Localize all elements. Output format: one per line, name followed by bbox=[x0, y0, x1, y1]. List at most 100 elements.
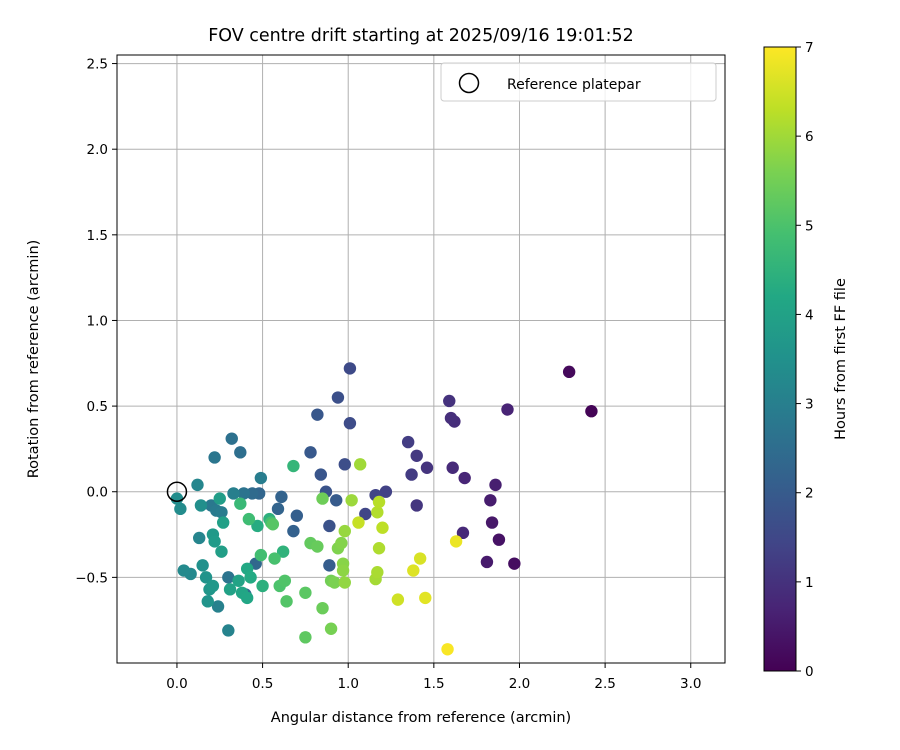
colorbar-ticks: 0 1 2 3 4 5 6 7 bbox=[796, 40, 814, 680]
data-point bbox=[330, 494, 343, 507]
y-tick-label: −0.5 bbox=[75, 570, 108, 586]
data-point bbox=[222, 571, 235, 584]
data-point bbox=[335, 536, 348, 550]
data-point bbox=[234, 446, 247, 459]
data-point bbox=[276, 545, 290, 558]
data-point bbox=[278, 574, 292, 587]
data-point bbox=[410, 499, 423, 512]
colorbar-tick-label: 2 bbox=[805, 486, 814, 502]
data-point bbox=[354, 458, 367, 471]
data-point bbox=[215, 545, 228, 558]
data-point bbox=[338, 458, 351, 471]
data-point bbox=[359, 507, 372, 521]
plot-frame bbox=[116, 54, 726, 664]
reference-marker bbox=[166, 481, 188, 502]
data-point bbox=[194, 499, 208, 512]
data-point bbox=[314, 468, 328, 481]
grid bbox=[117, 55, 725, 663]
data-point bbox=[501, 403, 514, 416]
data-point bbox=[225, 432, 238, 445]
data-point bbox=[316, 492, 329, 505]
y-tick-label: 1.5 bbox=[87, 228, 108, 244]
data-point bbox=[216, 516, 230, 529]
data-point bbox=[338, 576, 351, 589]
chart-title: FOV centre drift starting at 2025/09/16 … bbox=[208, 26, 634, 46]
data-point bbox=[311, 408, 324, 421]
data-point bbox=[266, 518, 280, 531]
data-point bbox=[234, 497, 247, 510]
data-point bbox=[480, 555, 494, 569]
colorbar-tick-label: 5 bbox=[805, 218, 814, 234]
x-tick-label: 2.0 bbox=[509, 676, 530, 692]
data-point bbox=[401, 435, 415, 449]
data-point bbox=[407, 564, 420, 577]
y-tick-label: 0.0 bbox=[87, 485, 108, 501]
data-point bbox=[413, 552, 427, 565]
data-point bbox=[489, 478, 502, 492]
data-point bbox=[287, 459, 300, 473]
legend-marker bbox=[458, 72, 480, 94]
data-point bbox=[345, 494, 358, 507]
data-point bbox=[508, 557, 521, 570]
data-point bbox=[343, 362, 357, 375]
data-point bbox=[352, 516, 365, 529]
data-point bbox=[215, 506, 228, 519]
data-point bbox=[446, 461, 459, 474]
data-point bbox=[170, 492, 184, 505]
data-point bbox=[299, 631, 312, 644]
data-point bbox=[324, 622, 338, 635]
data-point bbox=[254, 471, 268, 485]
data-point bbox=[206, 579, 220, 593]
x-tick-label: 1.0 bbox=[337, 676, 358, 692]
y-tick-label: 0.5 bbox=[87, 399, 108, 415]
y-axis: −0.5 0.0 0.5 1.0 1.5 2.0 2.5 bbox=[75, 57, 117, 586]
colorbar-tick-label: 6 bbox=[805, 129, 814, 145]
data-point bbox=[371, 566, 384, 579]
data-point bbox=[562, 365, 576, 379]
data-point bbox=[191, 478, 204, 492]
data-point bbox=[271, 502, 285, 516]
data-point bbox=[242, 512, 256, 526]
data-point bbox=[485, 516, 499, 529]
data-point bbox=[484, 494, 497, 507]
colorbar bbox=[764, 47, 796, 671]
data-point bbox=[372, 495, 386, 509]
x-tick-label: 0.0 bbox=[166, 676, 187, 692]
colorbar-tick-label: 7 bbox=[805, 40, 814, 56]
data-point bbox=[311, 540, 324, 553]
data-point bbox=[275, 490, 288, 504]
data-point bbox=[405, 468, 418, 481]
data-point bbox=[287, 524, 300, 538]
data-point bbox=[443, 394, 456, 408]
colorbar-tick-label: 0 bbox=[805, 664, 814, 680]
data-point bbox=[328, 576, 341, 589]
data-point bbox=[222, 624, 235, 637]
data-point bbox=[199, 571, 213, 584]
data-point bbox=[268, 552, 281, 565]
data-point bbox=[223, 583, 237, 596]
data-point bbox=[323, 559, 336, 572]
data-point bbox=[244, 571, 257, 584]
x-axis: 0.0 0.5 1.0 1.5 2.0 2.5 3.0 bbox=[166, 663, 701, 692]
data-point bbox=[379, 485, 393, 498]
colorbar-frame bbox=[763, 46, 797, 672]
data-point bbox=[343, 417, 357, 430]
data-point bbox=[449, 535, 463, 548]
data-point bbox=[441, 643, 454, 656]
data-point bbox=[410, 449, 423, 462]
data-point bbox=[196, 559, 209, 572]
colorbar-label: Hours from first FF file bbox=[833, 278, 849, 440]
data-point bbox=[290, 509, 304, 522]
data-point bbox=[254, 548, 268, 562]
data-point bbox=[585, 405, 598, 418]
data-point bbox=[338, 524, 351, 538]
data-point bbox=[420, 461, 434, 474]
data-point bbox=[211, 600, 225, 613]
data-point bbox=[208, 535, 221, 548]
data-point bbox=[251, 519, 264, 533]
x-tick-label: 3.0 bbox=[680, 676, 701, 692]
data-point bbox=[444, 411, 458, 425]
y-tick-label: 1.0 bbox=[87, 313, 108, 329]
data-points bbox=[166, 362, 598, 656]
x-tick-label: 0.5 bbox=[252, 676, 273, 692]
